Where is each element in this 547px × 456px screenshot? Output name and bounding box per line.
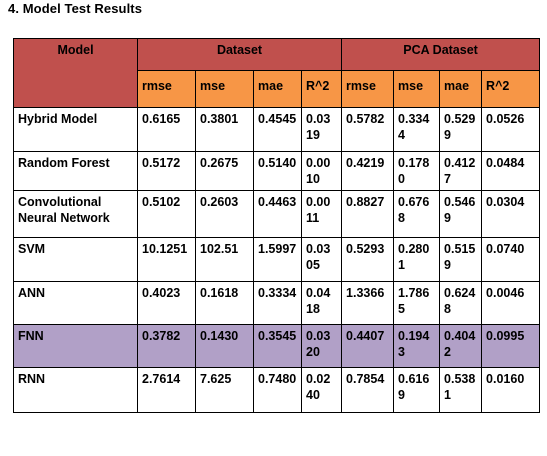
value-cell: 0.4023	[137, 281, 196, 325]
value-cell: 0.3545	[253, 324, 302, 368]
value-cell: 0.0740	[481, 237, 541, 282]
value-cell: 0.6169	[393, 367, 441, 413]
table-row: ANN 0.4023 0.1618 0.3334 0.0418 1.3366 1…	[13, 281, 541, 325]
value-cell: 1.5997	[253, 237, 302, 282]
value-cell: 0.0046	[481, 281, 541, 325]
value-cell: 0.1430	[195, 324, 254, 368]
value-cell: 0.5469	[439, 190, 483, 238]
value-cell: 0.5299	[439, 107, 483, 152]
value-cell: 0.4407	[341, 324, 395, 368]
metric-header: mse	[195, 70, 254, 108]
dataset-group-header: Dataset	[136, 38, 343, 71]
value-cell: 0.4127	[439, 151, 483, 191]
model-name-cell: SVM	[13, 237, 138, 282]
model-name-cell: Random Forest	[13, 151, 138, 191]
section-title: 4. Model Test Results	[8, 1, 143, 16]
metric-header: mae	[253, 70, 302, 108]
table-row: SVM 10.1251 102.51 1.5997 0.0305 0.5293 …	[13, 237, 541, 282]
value-cell: 0.3334	[253, 281, 302, 325]
value-cell: 0.4042	[439, 324, 483, 368]
table-row: Hybrid Model 0.6165 0.3801 0.4545 0.0319…	[13, 107, 541, 152]
value-cell: 0.3344	[393, 107, 441, 152]
model-column-header: Model	[13, 38, 138, 108]
table-row: Convolutional Neural Network 0.5102 0.26…	[13, 190, 541, 238]
value-cell: 0.5159	[439, 237, 483, 282]
value-cell: 0.2603	[195, 190, 254, 238]
value-cell: 0.1618	[195, 281, 254, 325]
value-cell: 0.4219	[341, 151, 395, 191]
value-cell: 2.7614	[137, 367, 196, 413]
table-row-highlighted: FNN 0.3782 0.1430 0.3545 0.0320 0.4407 0…	[13, 324, 541, 368]
value-cell: 0.0010	[300, 151, 343, 191]
value-cell: 0.6165	[137, 107, 196, 152]
metric-header: R^2	[481, 70, 541, 108]
results-table: Model Dataset PCA Dataset rmse mse mae R…	[13, 38, 541, 413]
value-cell: 0.5102	[137, 190, 196, 238]
value-cell: 0.7854	[341, 367, 395, 413]
value-cell: 0.0320	[300, 324, 343, 368]
value-cell: 0.0160	[481, 367, 541, 413]
value-cell: 102.51	[195, 237, 254, 282]
value-cell: 0.7480	[253, 367, 302, 413]
value-cell: 0.4463	[253, 190, 302, 238]
value-cell: 0.0011	[300, 190, 343, 238]
value-cell: 0.5381	[439, 367, 483, 413]
value-cell: 0.0240	[300, 367, 343, 413]
value-cell: 0.3782	[137, 324, 196, 368]
value-cell: 0.0304	[481, 190, 541, 238]
value-cell: 0.5782	[341, 107, 395, 152]
value-cell: 0.6768	[393, 190, 441, 238]
metric-header: mse	[393, 70, 441, 108]
value-cell: 0.0995	[481, 324, 541, 368]
value-cell: 1.3366	[341, 281, 395, 325]
metric-header: rmse	[137, 70, 196, 108]
value-cell: 7.625	[195, 367, 254, 413]
metric-header: rmse	[341, 70, 395, 108]
table-row: RNN 2.7614 7.625 0.7480 0.0240 0.7854 0.…	[13, 367, 541, 413]
value-cell: 1.7865	[393, 281, 441, 325]
model-name-cell: RNN	[13, 367, 138, 413]
metric-header-row: rmse mse mae R^2 rmse mse mae R^2	[14, 70, 541, 108]
value-cell: 0.2801	[393, 237, 441, 282]
value-cell: 0.0526	[481, 107, 541, 152]
metric-header: R^2	[300, 70, 343, 108]
value-cell: 0.8827	[341, 190, 395, 238]
value-cell: 0.1943	[393, 324, 441, 368]
model-name-cell: ANN	[13, 281, 138, 325]
value-cell: 0.6248	[439, 281, 483, 325]
value-cell: 0.0484	[481, 151, 541, 191]
value-cell: 0.1780	[393, 151, 441, 191]
pca-dataset-group-header: PCA Dataset	[341, 38, 541, 71]
value-cell: 0.5293	[341, 237, 395, 282]
value-cell: 0.0418	[300, 281, 343, 325]
value-cell: 0.5140	[253, 151, 302, 191]
value-cell: 0.4545	[253, 107, 302, 152]
model-name-cell: Convolutional Neural Network	[13, 190, 138, 238]
value-cell: 10.1251	[137, 237, 196, 282]
value-cell: 0.0319	[300, 107, 343, 152]
model-name-cell: FNN	[13, 324, 138, 368]
value-cell: 0.2675	[195, 151, 254, 191]
metric-header: mae	[439, 70, 483, 108]
table-row: Random Forest 0.5172 0.2675 0.5140 0.001…	[13, 151, 541, 191]
value-cell: 0.3801	[195, 107, 254, 152]
model-name-cell: Hybrid Model	[13, 107, 138, 152]
value-cell: 0.0305	[300, 237, 343, 282]
value-cell: 0.5172	[137, 151, 196, 191]
